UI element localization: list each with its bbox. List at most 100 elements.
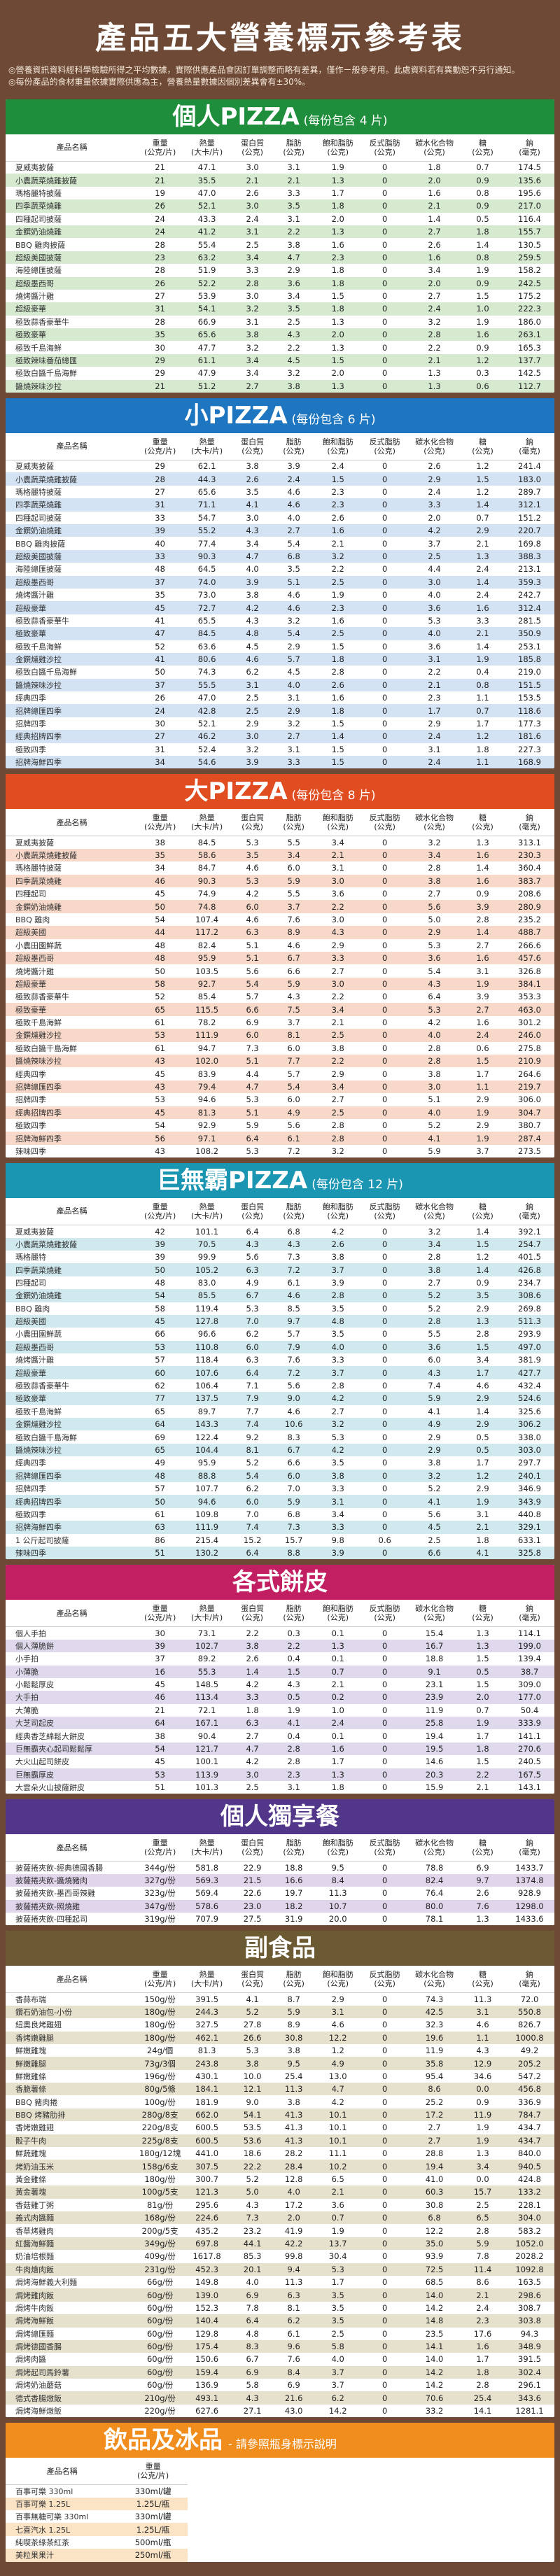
nutrition-value: 1.1 xyxy=(460,2031,505,2044)
nutrition-value: 2.3 xyxy=(314,498,362,512)
nutrition-value: 27.1 xyxy=(232,2404,274,2418)
table-header-row: 產品名稱 重量 (公克/片) 熱量 (大卡/片) 蛋白質 (公克) 脂肪 (公克) 飽和脂… xyxy=(6,809,554,836)
nutrition-value: 0 xyxy=(361,926,409,939)
nutrition-value: 21.5 xyxy=(232,1873,274,1887)
nutrition-value: 3.4 xyxy=(232,537,274,550)
nutrition-value: 3.9 xyxy=(460,990,505,1004)
nutrition-value: 4.3 xyxy=(273,990,315,1004)
nutrition-value: 49.2 xyxy=(505,2043,554,2057)
product-name: 辣味四季 xyxy=(6,1144,139,1158)
note-line: ◎每份產品的食材重量依據實際供應為主，營養熱量數據因個別差異會有±30%。 xyxy=(8,77,311,87)
nutrition-value: 43.3 xyxy=(182,212,232,225)
nutrition-value: 5.1 xyxy=(273,575,315,589)
nutrition-value: 3.5 xyxy=(314,1328,362,1341)
product-name: 四種起司 xyxy=(6,1276,139,1290)
nutrition-value: 0 xyxy=(361,1328,409,1341)
nutrition-value: 0.9 xyxy=(460,341,505,354)
nutrition-value: 6.4 xyxy=(232,1132,274,1145)
nutrition-value: 14.1 xyxy=(460,2404,505,2418)
table-row: 焗烤海鮮義大利麵 66g/份 149.8 4.0 11.3 1.7 0 68.5 8.6 163.… xyxy=(6,2275,554,2289)
nutrition-value: 102.7 xyxy=(182,1639,232,1653)
nutrition-value: 83.9 xyxy=(182,1067,232,1081)
nutrition-value: 35 xyxy=(138,848,183,862)
nutrition-value: 3.1 xyxy=(314,861,362,875)
nutrition-value: 23.2 xyxy=(232,2224,274,2237)
nutrition-value: 7.3 xyxy=(273,1521,315,1534)
table-row: 燒烤醬汁雞 57 118.4 6.3 7.6 3.3 0 6.0 3.4 381.9 xyxy=(6,1353,554,1367)
nutrition-value: 28 xyxy=(138,238,183,251)
nutrition-value: 121.7 xyxy=(182,1742,232,1756)
nutrition-value: 0 xyxy=(361,472,409,486)
nutrition-value: 6.0 xyxy=(232,1495,274,1508)
nutrition-value: 4.6 xyxy=(232,861,274,875)
nutrition-value: 2.7 xyxy=(314,1405,362,1419)
product-name: 大薄脆 xyxy=(6,1703,139,1717)
table-row: 經典四季 26 47.0 2.5 3.1 1.6 0 2.3 1.1 153.5 xyxy=(6,691,554,705)
nutrition-value: 31 xyxy=(138,742,183,756)
nutrition-value: 23.0 xyxy=(232,1899,274,1913)
nutrition-value: 129.8 xyxy=(182,2327,232,2340)
nutrition-value: 323g/份 xyxy=(138,1887,183,1900)
product-name: 金饌奶油燒雞 xyxy=(6,1289,139,1302)
column-header: 碳水化合物 (公克) xyxy=(408,433,461,460)
nutrition-value: 0 xyxy=(361,2211,409,2225)
product-name: 金饌燻雞沙拉 xyxy=(6,652,139,666)
table-row: 奶油培根麵 409g/份 1617.8 85.3 99.8 30.4 0 93.9 7.8 202… xyxy=(6,2250,554,2263)
table-row: 焗烤牛肉飯 60g/份 152.3 7.8 8.1 3.5 0 14.2 2.4 308.7 xyxy=(6,2301,554,2315)
table-row: 醬燒辣味沙拉 37 55.5 3.1 4.0 2.6 0 2.1 0.8 151.5 xyxy=(6,678,554,692)
product-name: 披薩捲夾飲-經典德國香腸 xyxy=(6,1861,139,1874)
table-row: 焗烤雞肉飯 60g/份 139.0 6.9 6.3 3.5 0 14.0 2.1 298.6 xyxy=(6,2288,554,2302)
nutrition-value: 3.1 xyxy=(232,315,274,329)
nutrition-value: 6.2 xyxy=(273,2314,315,2328)
nutrition-value: 10.6 xyxy=(273,1418,315,1431)
product-name: 極致白醬千島海鮮 xyxy=(6,1430,139,1444)
nutrition-value: 2.9 xyxy=(232,717,274,731)
nutrition-value: 7.8 xyxy=(232,2301,274,2315)
nutrition-value: 1.4 xyxy=(314,730,362,743)
nutrition-value: 2.8 xyxy=(314,666,362,679)
nutrition-value: 0 xyxy=(361,836,409,849)
nutrition-value: 302.4 xyxy=(505,2365,554,2379)
column-header: 重量 (公克/片) xyxy=(118,2458,188,2485)
nutrition-value: 180g/份 xyxy=(138,2031,183,2044)
nutrition-value: 174.5 xyxy=(505,161,554,174)
nutrition-value: 4.6 xyxy=(273,1405,315,1419)
table-row: 金饌燻雞沙拉 64 143.3 7.4 10.6 3.2 0 4.9 2.9 306.2 xyxy=(6,1418,554,1431)
nutrition-value: 401.5 xyxy=(505,1250,554,1264)
nutrition-value: 7.7 xyxy=(273,1055,315,1068)
nutrition-value: 43 xyxy=(138,1055,183,1068)
table-row: 極致豪華 35 65.6 3.8 4.3 2.0 0 2.8 1.6 263.1 xyxy=(6,328,554,342)
nutrition-value: 12.8 xyxy=(273,2172,315,2186)
nutrition-value: 3.2 xyxy=(273,717,315,731)
nutrition-value: 6.1 xyxy=(273,1132,315,1145)
product-name: 紅醬海鮮麵 xyxy=(6,2237,139,2251)
nutrition-value: 1.1 xyxy=(460,1080,505,1094)
nutrition-value: 6.6 xyxy=(408,1546,461,1560)
nutrition-value: 3.7 xyxy=(314,2365,362,2379)
page-title: 產品五大營養標示參考表 xyxy=(95,20,465,56)
product-name: 招牌四季 xyxy=(6,1481,139,1495)
nutrition-value: 4.2 xyxy=(314,2095,362,2109)
column-header: 鈉 (毫克) xyxy=(505,809,554,836)
nutrition-value: 80.6 xyxy=(182,652,232,666)
nutrition-value: 2.9 xyxy=(460,1418,505,1431)
nutrition-value: 432.4 xyxy=(505,1379,554,1393)
nutrition-value: 1.7 xyxy=(314,1755,362,1768)
nutrition-value: 3.2 xyxy=(408,1469,461,1482)
nutrition-value: 127.8 xyxy=(182,1314,232,1328)
nutrition-value: 0 xyxy=(361,652,409,666)
nutrition-value: 600.5 xyxy=(182,2121,232,2134)
nutrition-value: 119.4 xyxy=(182,1302,232,1315)
nutrition-value: 0 xyxy=(361,2314,409,2328)
nutrition-value: 2.1 xyxy=(273,174,315,187)
nutrition-value: 46 xyxy=(138,874,183,887)
nutrition-value: 45 xyxy=(138,887,183,901)
nutrition-value: 47.0 xyxy=(182,186,232,200)
nutrition-value: 7.2 xyxy=(273,1366,315,1379)
table-row: 百事可樂 1.25L 1.25L/瓶 xyxy=(6,2497,188,2511)
nutrition-value: 2.5 xyxy=(314,1029,362,1042)
nutrition-value: 227.3 xyxy=(505,742,554,756)
nutrition-value: 2.9 xyxy=(314,1992,362,2006)
nutrition-value: 3.4 xyxy=(314,836,362,849)
table-row: 金饌奶油燒雞 39 55.2 4.3 2.7 1.6 0 4.2 2.9 220.7 xyxy=(6,523,554,537)
